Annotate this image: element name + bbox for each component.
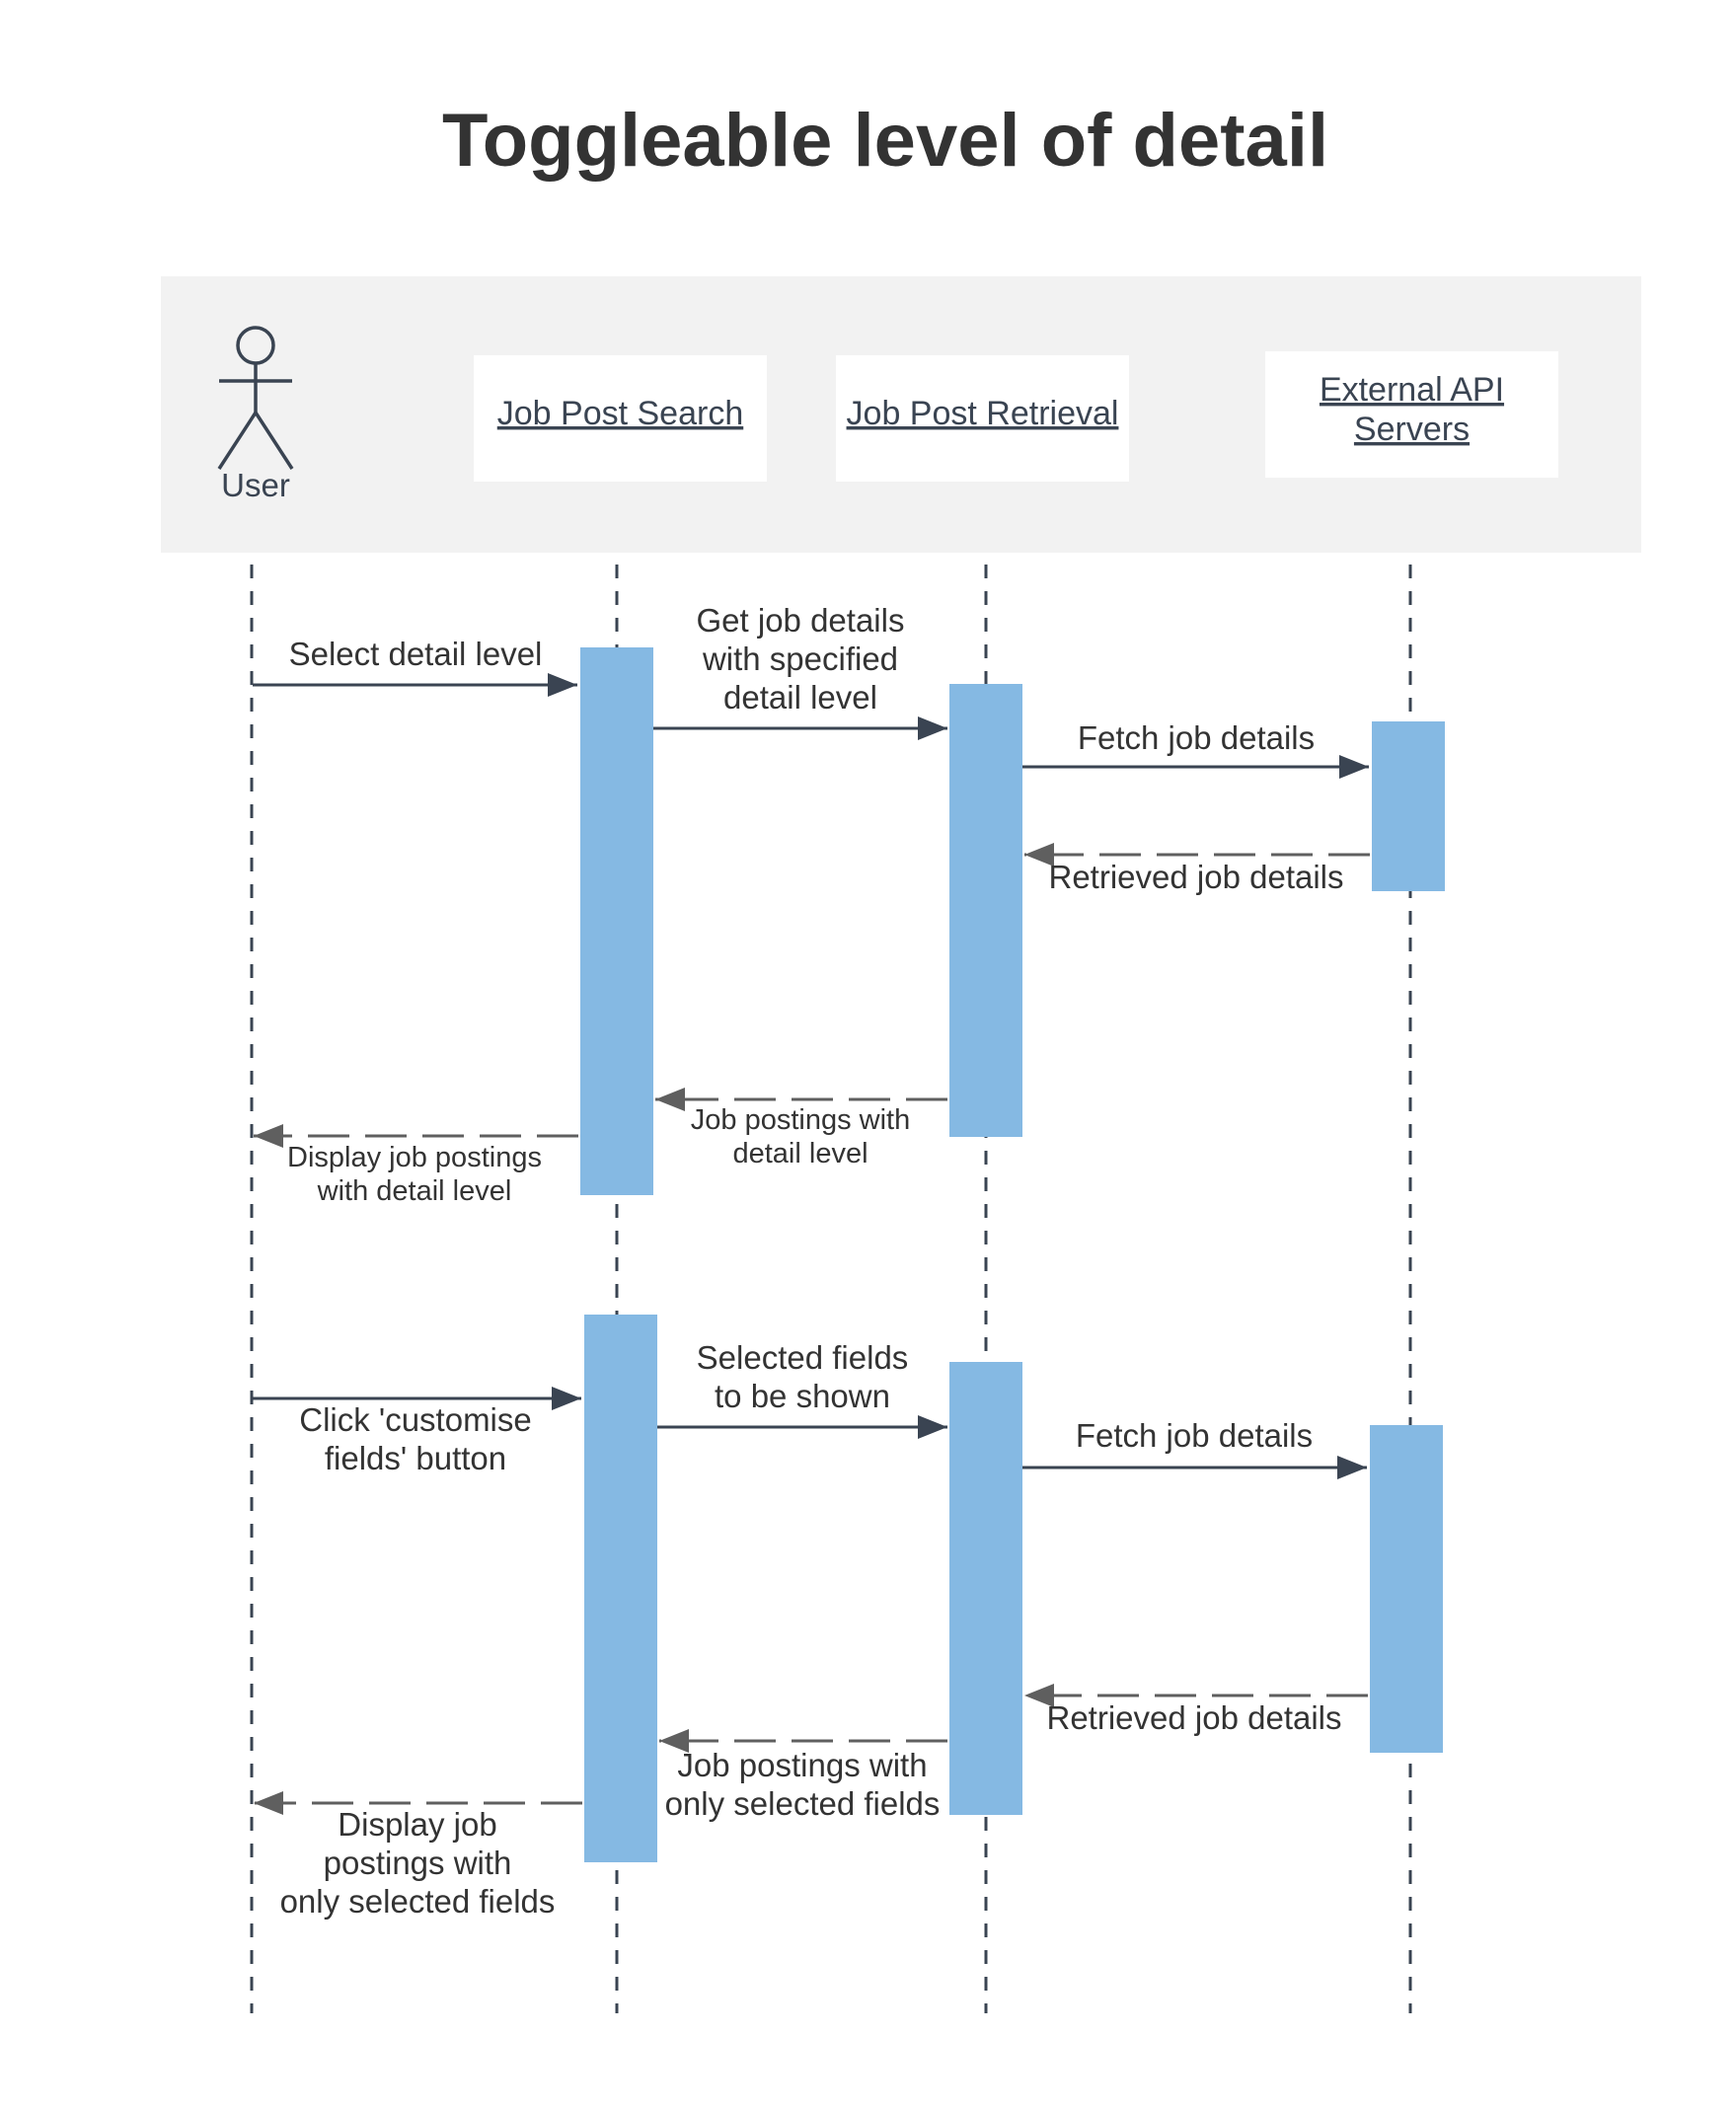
message-label-9: Fetch job details xyxy=(1076,1417,1313,1454)
user-actor-icon xyxy=(217,326,294,470)
activation-bar-retrieval-2 xyxy=(949,1362,1022,1815)
message-label-3: Fetch job details xyxy=(1078,719,1315,756)
message-label-8: Selected fields to be shown xyxy=(697,1339,909,1414)
participant-external-label: External API Servers xyxy=(1320,371,1504,448)
activation-bar-search-1 xyxy=(580,647,653,1195)
activation-bar-retrieval-1 xyxy=(949,684,1022,1137)
participant-box-retrieval xyxy=(836,355,1129,482)
message-label-12: Display job postings with only selected fi… xyxy=(280,1806,556,1920)
message-label-5: Job postings with detail level xyxy=(691,1104,910,1169)
page-title: Toggleable level of detail xyxy=(442,99,1328,183)
activation-bar-external-2 xyxy=(1370,1425,1443,1753)
message-label-1: Select detail level xyxy=(289,636,543,672)
participant-search-label: Job Post Search xyxy=(497,395,743,432)
participant-box-external xyxy=(1265,351,1558,478)
message-label-6: Display job postings with detail level xyxy=(287,1142,542,1207)
participant-box-search xyxy=(474,355,767,482)
message-label-11: Job postings with only selected fields xyxy=(665,1747,941,1822)
message-label-10: Retrieved job details xyxy=(1047,1699,1342,1736)
activation-bar-search-2 xyxy=(584,1315,657,1862)
message-label-4: Retrieved job details xyxy=(1049,859,1344,895)
participant-user-label: User xyxy=(221,467,290,503)
activation-bar-external-1 xyxy=(1372,721,1445,891)
message-label-2: Get job details with specified detail leve… xyxy=(697,602,905,716)
message-label-7: Click 'customise fields' button xyxy=(299,1401,532,1476)
actor-leg-right xyxy=(254,412,294,470)
actor-leg-left xyxy=(217,412,258,470)
participant-retrieval-label: Job Post Retrieval xyxy=(847,395,1119,432)
